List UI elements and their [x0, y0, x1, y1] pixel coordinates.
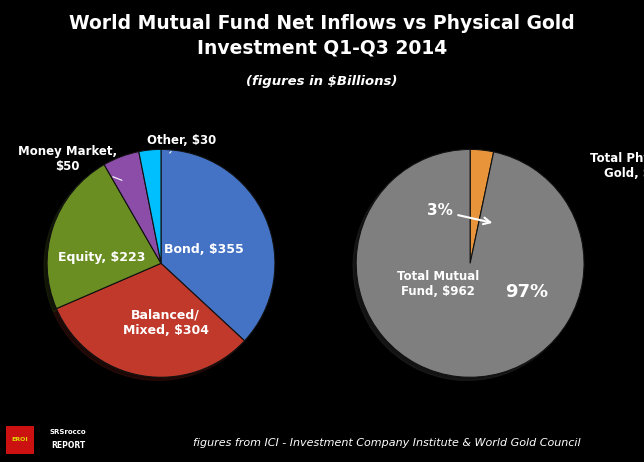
Text: 97%: 97%: [506, 283, 549, 301]
Text: Money Market,
$50: Money Market, $50: [18, 145, 122, 180]
FancyBboxPatch shape: [6, 426, 34, 454]
Text: (figures in $Billions): (figures in $Billions): [246, 75, 398, 88]
Text: Balanced/
Mixed, $304: Balanced/ Mixed, $304: [122, 309, 209, 337]
Text: Bond, $355: Bond, $355: [164, 243, 244, 256]
Text: Other, $30: Other, $30: [147, 134, 216, 153]
Text: figures from ICI - Investment Company Institute & World Gold Council: figures from ICI - Investment Company In…: [193, 438, 580, 448]
Text: SRSrocco: SRSrocco: [50, 429, 86, 435]
Wedge shape: [47, 164, 161, 309]
Wedge shape: [139, 149, 161, 263]
Text: REPORT: REPORT: [51, 442, 85, 450]
Text: EROI: EROI: [12, 437, 28, 442]
Wedge shape: [161, 149, 275, 341]
Text: Total Physical
Gold, $33: Total Physical Gold, $33: [590, 152, 644, 181]
Text: 3%: 3%: [427, 203, 490, 224]
Wedge shape: [104, 152, 161, 263]
Wedge shape: [470, 149, 494, 263]
Text: Equity, $223: Equity, $223: [58, 251, 146, 264]
Text: Total Mutual
Fund, $962: Total Mutual Fund, $962: [397, 270, 479, 298]
Text: World Mutual Fund Net Inflows vs Physical Gold
Investment Q1-Q3 2014: World Mutual Fund Net Inflows vs Physica…: [69, 14, 575, 58]
Wedge shape: [57, 263, 245, 377]
Wedge shape: [356, 149, 584, 377]
